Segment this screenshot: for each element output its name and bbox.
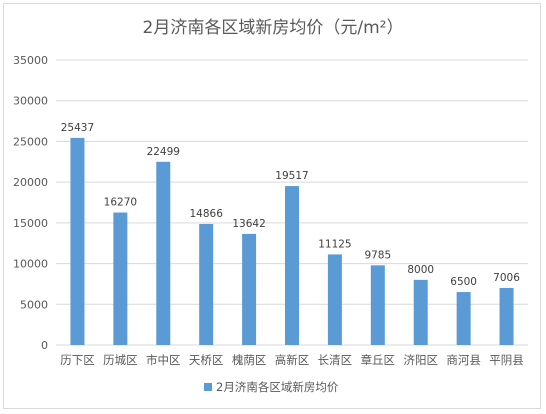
y-axis-ticks: 0 5000 10000 15000 20000 25000 30000 35000	[13, 54, 48, 352]
bars	[70, 137, 514, 345]
data-label: 11125	[318, 238, 351, 250]
data-labels: 25437 16270 22499 14866 13642 19517 11125 9785 8…	[61, 122, 520, 288]
x-tick-label: 商河县	[446, 353, 481, 367]
y-tick-label: 5000	[20, 298, 48, 311]
legend: 2月济南各区域新房均价	[204, 380, 339, 394]
data-label: 6500	[450, 276, 477, 288]
legend-label: 2月济南各区域新房均价	[216, 380, 339, 394]
chart-svg: 2月济南各区域新房均价（元/m²） 0 5000 10000 15000 20000 25…	[13, 18, 528, 394]
data-label: 22499	[147, 146, 180, 158]
y-tick-label: 25000	[13, 135, 48, 148]
x-tick-label: 高新区	[275, 353, 310, 367]
chart-frame: 2月济南各区域新房均价（元/m²） 0 5000 10000 15000 20000 25…	[3, 3, 541, 409]
bar	[199, 223, 214, 345]
bar	[499, 287, 514, 345]
bar	[113, 212, 128, 345]
bar	[242, 233, 257, 345]
x-tick-label: 章丘区	[361, 353, 396, 367]
data-label: 19517	[275, 170, 308, 182]
data-label: 14866	[189, 208, 223, 220]
bar	[413, 279, 428, 345]
bar	[370, 265, 385, 345]
data-label: 13642	[232, 218, 265, 230]
x-tick-label: 历下区	[60, 353, 95, 367]
x-tick-label: 天桥区	[189, 353, 224, 367]
x-tick-label: 历城区	[103, 353, 138, 367]
y-tick-label: 30000	[13, 95, 48, 108]
y-tick-label: 20000	[13, 176, 48, 189]
x-axis-ticks: 历下区 历城区 市中区 天桥区 槐荫区 高新区 长清区 章丘区 济阳区 商河县 平阴县	[60, 353, 524, 367]
bar	[327, 254, 342, 345]
x-tick-label: 平阴县	[489, 353, 524, 367]
x-tick-label: 槐荫区	[232, 353, 267, 367]
data-label: 16270	[104, 197, 137, 209]
bar	[456, 292, 471, 345]
y-tick-label: 0	[41, 339, 48, 352]
data-label: 7006	[493, 272, 520, 284]
legend-swatch	[204, 383, 212, 391]
data-label: 25437	[61, 122, 94, 134]
x-tick-label: 济阳区	[403, 353, 438, 367]
y-tick-label: 15000	[13, 217, 48, 230]
y-tick-label: 35000	[13, 54, 48, 67]
data-label: 8000	[407, 264, 434, 276]
bar	[70, 137, 85, 345]
data-label: 9785	[364, 249, 391, 261]
bar	[156, 161, 171, 345]
x-tick-label: 市中区	[146, 353, 181, 367]
y-tick-label: 10000	[13, 258, 48, 271]
x-tick-label: 长清区	[318, 353, 353, 367]
bar	[285, 186, 299, 345]
chart-title: 2月济南各区域新房均价（元/m²）	[143, 18, 404, 38]
